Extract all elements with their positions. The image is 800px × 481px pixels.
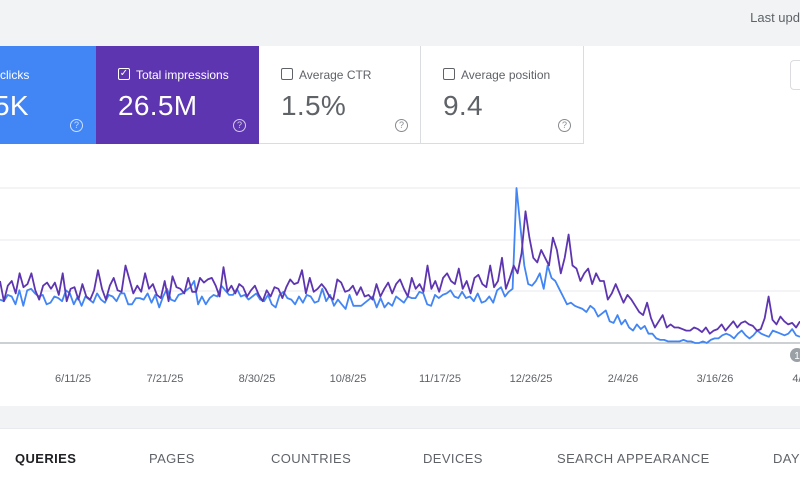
help-icon[interactable]: ? [558, 119, 571, 132]
tab-countries[interactable]: COUNTRIES [271, 451, 352, 466]
help-icon[interactable]: ? [395, 119, 408, 132]
tab-pages[interactable]: PAGES [149, 451, 195, 466]
metric-value: 5K [0, 90, 29, 121]
x-tick-label: 3/16/26 [697, 373, 734, 385]
x-tick-label: 10/8/25 [330, 373, 367, 385]
total-clicks-card[interactable]: clicks 5K ? [0, 46, 96, 144]
annotation-marker [790, 348, 800, 362]
series-line-impressions [0, 210, 800, 335]
average-position-card[interactable]: Average position 9.4 ? [421, 46, 584, 144]
x-tick-label: 12/26/25 [510, 373, 553, 385]
series-line-clicks [0, 187, 800, 344]
x-tick-label: 6/11/25 [55, 373, 91, 385]
metric-value: 9.4 [443, 90, 483, 121]
x-tick-label: 8/30/25 [239, 373, 276, 385]
menu-button[interactable] [790, 60, 800, 90]
performance-panel: clicks 5K ? ✓ Total impressions 26.5M ? … [0, 46, 800, 406]
x-tick-label: 11/17/25 [419, 373, 461, 385]
performance-chart: 1 6/11/25 7/21/25 8/30/25 10/8/25 11/17/25 12/… [0, 187, 800, 385]
metric-value: 26.5M [118, 90, 198, 121]
annotation-label: 1 [794, 351, 800, 362]
checkbox-icon[interactable] [281, 68, 293, 80]
help-icon[interactable]: ? [70, 119, 83, 132]
help-icon[interactable]: ? [233, 119, 246, 132]
total-impressions-card[interactable]: ✓ Total impressions 26.5M ? [96, 46, 259, 144]
tab-search-appearance[interactable]: SEARCH APPEARANCE [557, 451, 710, 466]
checkbox-icon[interactable] [443, 68, 455, 80]
metric-label: Average position [461, 68, 551, 82]
x-tick-label: 4/2 [792, 373, 800, 385]
report-tabs: QUERIES PAGES COUNTRIES DEVICES SEARCH A… [0, 428, 800, 481]
x-tick-label: 2/4/26 [608, 373, 639, 385]
metric-value: 1.5% [281, 90, 347, 121]
last-updated-text: Last upd [750, 10, 800, 25]
average-ctr-card[interactable]: Average CTR 1.5% ? [259, 46, 421, 144]
tab-queries[interactable]: QUERIES [15, 451, 77, 466]
metric-label: Total impressions [136, 68, 229, 82]
checkbox-checked-icon[interactable]: ✓ [118, 68, 130, 80]
tab-devices[interactable]: DEVICES [423, 451, 483, 466]
x-tick-label: 7/21/25 [147, 373, 184, 385]
tab-days[interactable]: DAYS [773, 451, 800, 466]
metric-label: Average CTR [299, 68, 372, 82]
metric-label: clicks [0, 68, 30, 82]
top-bar: Last upd [0, 0, 800, 46]
